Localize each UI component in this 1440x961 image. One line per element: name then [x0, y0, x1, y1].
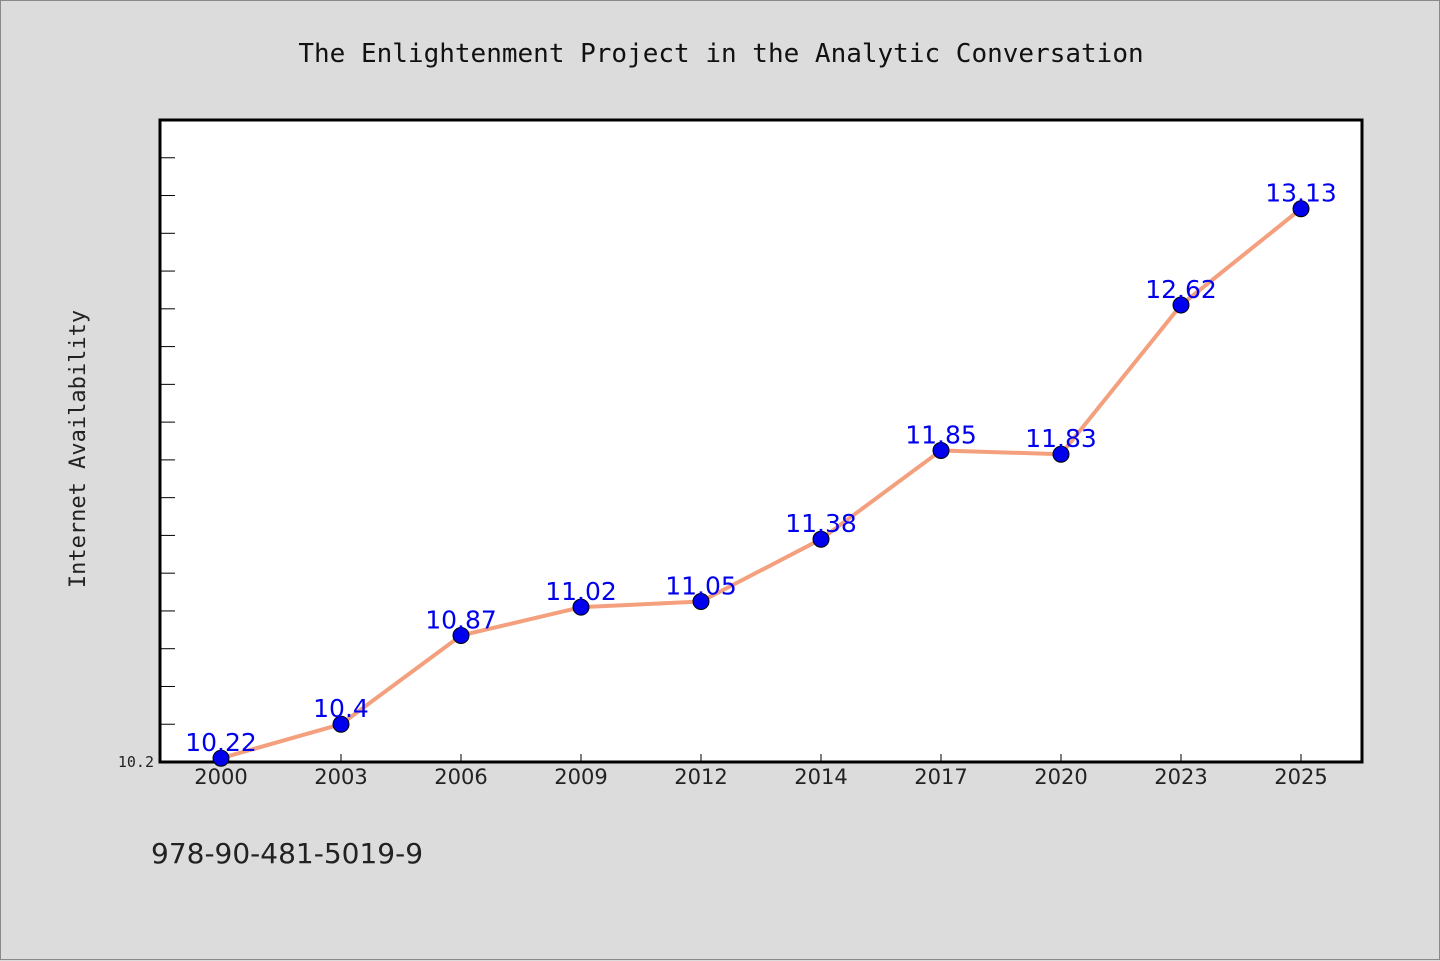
- x-tick-label: 2003: [314, 765, 367, 789]
- x-tick-label: 2006: [434, 765, 487, 789]
- series-group: 10.22 10.4 10.87 11.02 11.05 11.38 11.85 11.83 1…: [185, 179, 1337, 767]
- data-point: [1292, 200, 1310, 218]
- data-label: 13.13: [1265, 179, 1337, 208]
- data-label: 12.62: [1145, 275, 1217, 304]
- data-label: 10.4: [313, 694, 369, 723]
- x-tick-label: 2025: [1274, 765, 1327, 789]
- data-point: [332, 715, 350, 733]
- data-point: [1052, 445, 1070, 463]
- data-label: 11.02: [545, 577, 617, 606]
- data-label: 11.83: [1025, 424, 1097, 453]
- y-axis-label: Internet Availability: [66, 310, 91, 588]
- data-point: [692, 593, 710, 610]
- data-point: [1172, 296, 1190, 314]
- data-point: [212, 749, 230, 767]
- x-tick-label: 2017: [914, 765, 967, 789]
- data-point: [452, 626, 470, 644]
- y-axis: 10.2: [118, 157, 175, 771]
- x-tick-label: 2012: [674, 765, 727, 789]
- x-tick-label: 2023: [1154, 765, 1207, 789]
- x-axis: 2000 2003 2006 2009 2012 2014 2017 2020 2023 2025: [194, 754, 1328, 789]
- data-label: 11.05: [665, 572, 737, 601]
- footer-code: 978-90-481-5019-9: [151, 837, 423, 870]
- series-line: [220, 207, 1303, 761]
- data-label: 11.38: [785, 509, 857, 538]
- chart-title: The Enlightenment Project in the Analyti…: [298, 39, 1143, 69]
- y-tick-label: 10.2: [118, 753, 154, 771]
- data-point: [572, 598, 590, 616]
- data-label: 11.85: [905, 420, 977, 449]
- plot-area: [158, 118, 1364, 764]
- data-point: [932, 441, 950, 459]
- x-tick-label: 2020: [1034, 765, 1087, 789]
- x-tick-label: 2000: [194, 765, 247, 789]
- data-label: 10.87: [425, 605, 497, 634]
- x-tick-label: 2014: [794, 765, 847, 789]
- x-tick-label: 2009: [554, 765, 607, 789]
- data-point: [812, 530, 830, 548]
- data-label: 10.22: [185, 728, 257, 757]
